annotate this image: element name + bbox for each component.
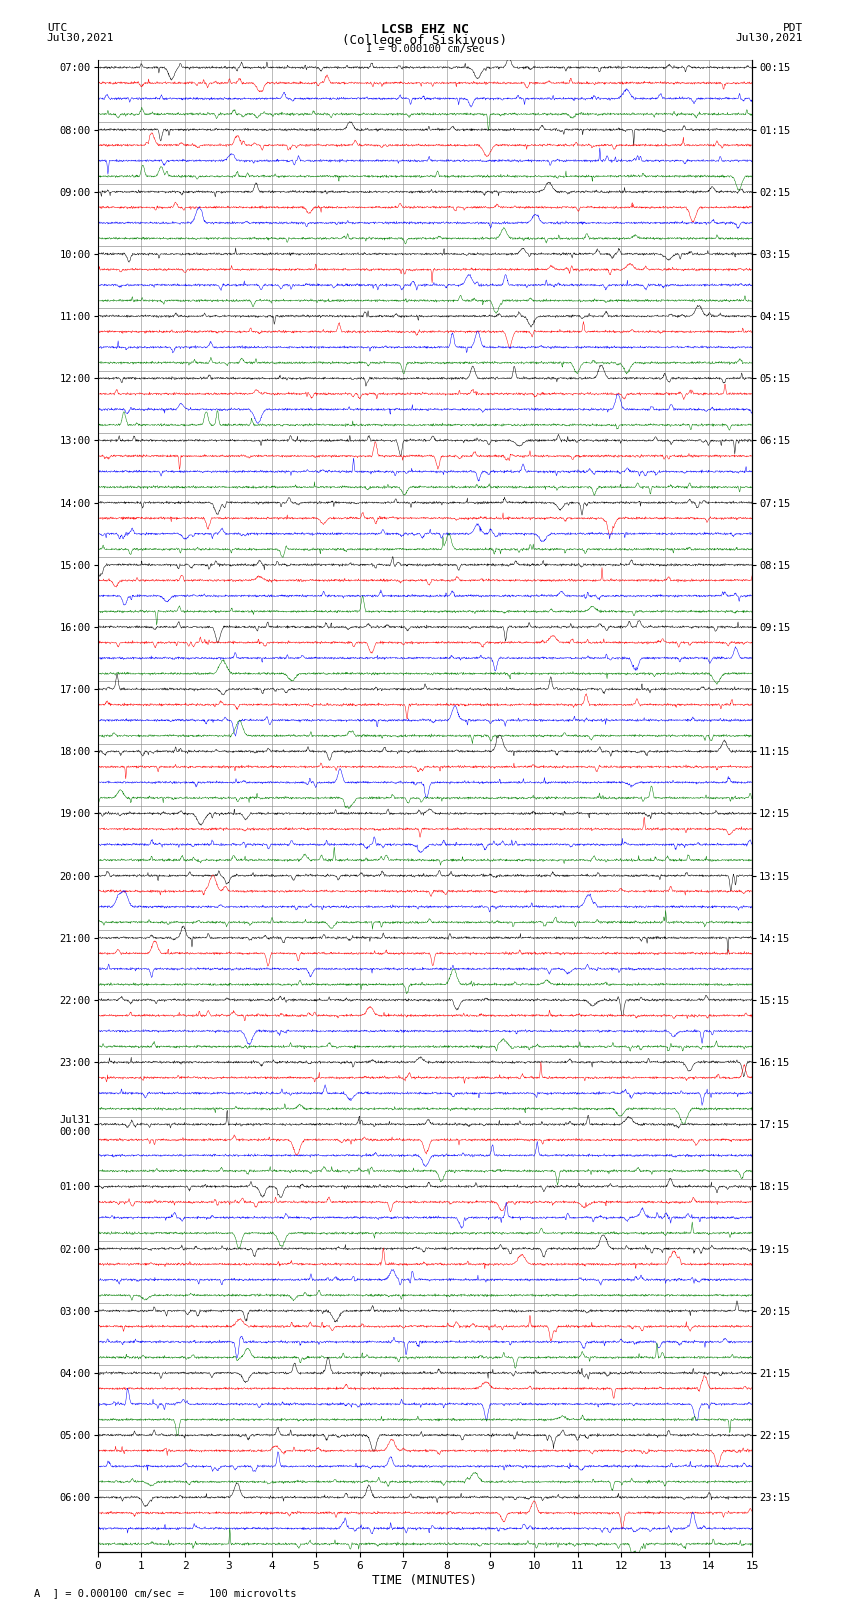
Text: PDT: PDT: [783, 24, 803, 34]
Text: (College of Siskiyous): (College of Siskiyous): [343, 34, 507, 47]
Text: Jul30,2021: Jul30,2021: [47, 32, 114, 44]
Text: I = 0.000100 cm/sec: I = 0.000100 cm/sec: [366, 44, 484, 55]
X-axis label: TIME (MINUTES): TIME (MINUTES): [372, 1574, 478, 1587]
Text: UTC: UTC: [47, 24, 67, 34]
Text: A  ] = 0.000100 cm/sec =    100 microvolts: A ] = 0.000100 cm/sec = 100 microvolts: [34, 1589, 297, 1598]
Text: Jul30,2021: Jul30,2021: [736, 32, 803, 44]
Text: LCSB EHZ NC: LCSB EHZ NC: [381, 24, 469, 37]
